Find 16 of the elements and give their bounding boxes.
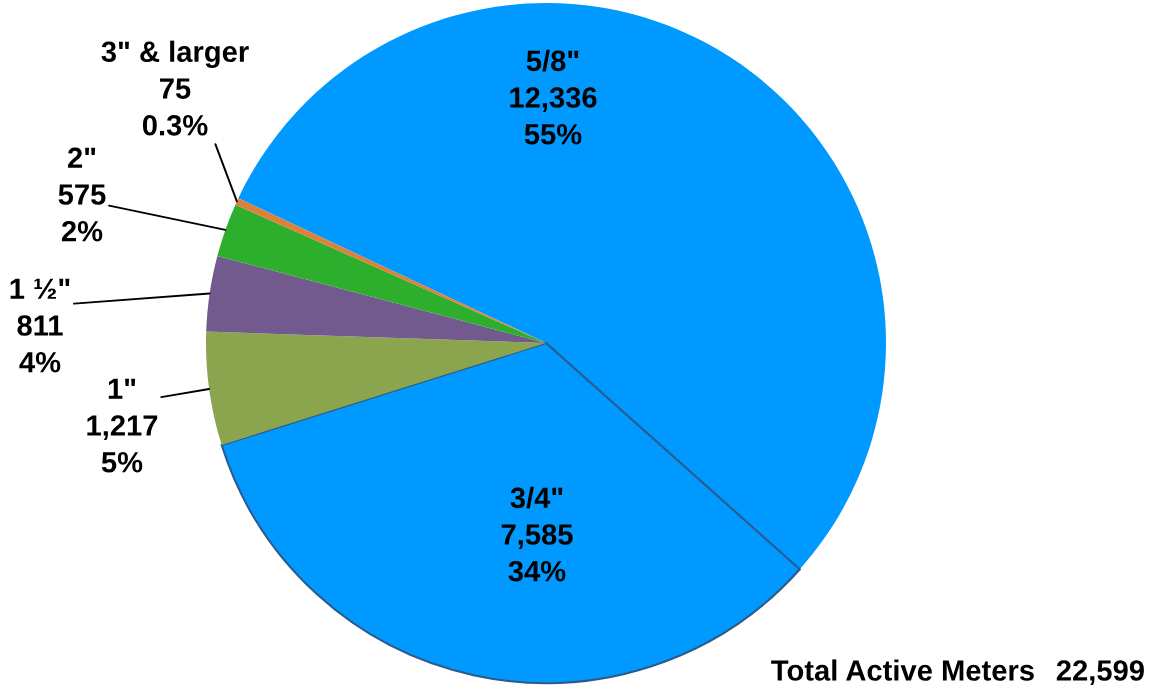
- text: 22,599: [1056, 660, 1144, 686]
- data-label: 12,336 55%: [510, 87, 597, 145]
- data-label: 7,585 34%: [501, 524, 573, 582]
- slice-label: 5/8": [526, 49, 579, 72]
- slice-label: 3" & larger: [101, 40, 249, 68]
- slice-label: 2": [67, 147, 96, 168]
- data-label: 575 2%: [58, 184, 106, 242]
- pie-slice: [206, 331, 546, 446]
- data-label: 75 0.3%: [142, 78, 208, 136]
- data-label: 1,217 5%: [87, 415, 158, 473]
- data-label: 811 4%: [17, 315, 63, 373]
- text: Total Active Meters: [771, 659, 1034, 681]
- slice-label: 3/4": [510, 486, 563, 509]
- slice-label: 1": [108, 378, 136, 399]
- slice-label: 1 ½": [10, 278, 70, 299]
- pie-slice: [206, 255, 546, 343]
